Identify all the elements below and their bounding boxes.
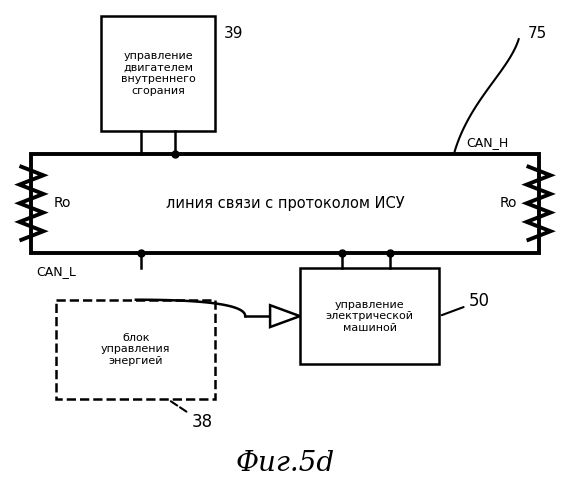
Bar xyxy=(300,268,439,364)
Text: линия связи с протоколом ИСУ: линия связи с протоколом ИСУ xyxy=(166,196,404,211)
Text: 50: 50 xyxy=(442,292,490,315)
Bar xyxy=(31,154,538,253)
Polygon shape xyxy=(270,305,300,327)
Text: CAN_L: CAN_L xyxy=(37,265,77,278)
Text: Ro: Ro xyxy=(53,196,71,210)
Text: управление
электрической
машиной: управление электрической машиной xyxy=(325,299,413,333)
Bar xyxy=(57,300,215,399)
Text: 39: 39 xyxy=(223,26,243,41)
Text: блок
управления
энергией: блок управления энергией xyxy=(101,333,171,366)
Text: управление
двигателем
внутреннего
сгорания: управление двигателем внутреннего сгоран… xyxy=(121,51,196,96)
Text: 75: 75 xyxy=(527,26,546,41)
Text: CAN_H: CAN_H xyxy=(467,136,509,149)
Bar xyxy=(101,16,215,131)
Text: 38: 38 xyxy=(170,401,212,431)
Text: Ro: Ro xyxy=(499,196,517,210)
Text: Фиг.5d: Фиг.5d xyxy=(235,450,335,477)
